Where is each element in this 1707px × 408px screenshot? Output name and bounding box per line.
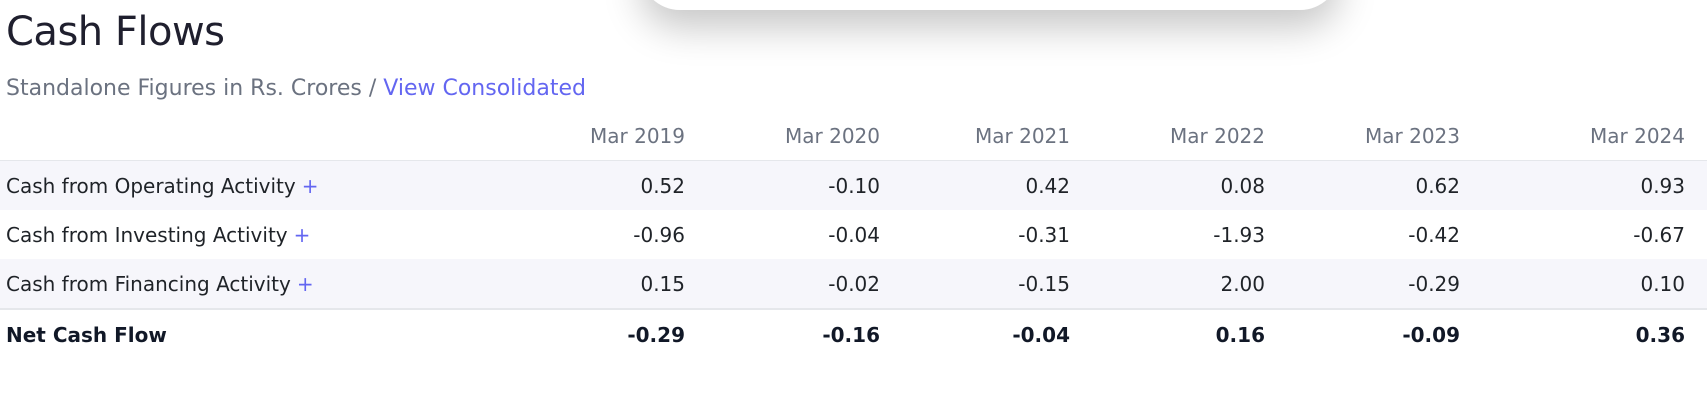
table-cell: 0.42 (900, 160, 1090, 210)
row-label[interactable]: Cash from Investing Activity + (0, 210, 520, 259)
table-row-financing: Cash from Financing Activity + 0.15 -0.02… (0, 259, 1707, 309)
page-title: Cash Flows (6, 9, 225, 55)
table-cell: -0.29 (520, 308, 705, 360)
table-cell: -0.02 (705, 259, 900, 309)
subtitle: Standalone Figures in Rs. Crores / View … (6, 74, 586, 104)
expand-plus-icon[interactable]: + (296, 271, 314, 296)
expand-plus-icon[interactable]: + (293, 222, 311, 247)
floating-panel-shadow (640, 0, 1340, 10)
table-cell: 0.52 (520, 160, 705, 210)
table-cell: 0.08 (1090, 160, 1285, 210)
table-cell: 0.15 (520, 259, 705, 309)
row-label[interactable]: Cash from Financing Activity + (0, 259, 520, 309)
table-cell: -0.31 (1018, 222, 1070, 247)
row-label[interactable]: Cash from Operating Activity + (0, 160, 520, 210)
view-consolidated-link[interactable]: View Consolidated (383, 76, 586, 101)
table-cell: -0.42 (1408, 222, 1460, 247)
table-row-operating: Cash from Operating Activity + 0.52 -0.10… (0, 160, 1707, 210)
column-header: Mar 2022 (1090, 112, 1285, 161)
column-header: Mar 2019 (520, 112, 705, 161)
table-header-row: Mar 2019 Mar 2020 Mar 2021 Mar 2022 Mar … (0, 112, 1707, 161)
table-cell: -0.29 (1285, 259, 1480, 309)
cash-flow-table: Mar 2019 Mar 2020 Mar 2021 Mar 2022 Mar … (0, 112, 1707, 360)
table-cell: 0.62 (1285, 160, 1480, 210)
table-cell: 0.36 (1480, 308, 1707, 360)
table-cell: -0.04 (828, 222, 880, 247)
row-label-text: Cash from Operating Activity (6, 173, 296, 198)
table-row-investing: Cash from Investing Activity + -0.96 -0.0… (0, 210, 1707, 259)
column-header: Mar 2023 (1285, 112, 1480, 161)
table-cell: -0.96 (633, 222, 685, 247)
column-header-label (0, 112, 520, 161)
column-header: Mar 2020 (705, 112, 900, 161)
table-cell: -1.93 (1213, 222, 1265, 247)
table-cell: -0.15 (900, 259, 1090, 309)
row-label: Net Cash Flow (0, 308, 520, 360)
subtitle-text: Standalone Figures in Rs. Crores / (6, 76, 384, 101)
table-cell: 0.16 (1090, 308, 1285, 360)
table-cell: -0.67 (1633, 222, 1685, 247)
row-label-text: Cash from Investing Activity (6, 222, 288, 247)
table-cell: 0.10 (1480, 259, 1707, 309)
table-cell: -0.09 (1285, 308, 1480, 360)
column-header: Mar 2024 (1480, 112, 1707, 161)
table-cell: 0.93 (1480, 160, 1707, 210)
table-row-net-cash-flow: Net Cash Flow -0.29 -0.16 -0.04 0.16 -0.… (0, 308, 1707, 360)
table-cell: -0.10 (705, 160, 900, 210)
column-header: Mar 2021 (900, 112, 1090, 161)
table-cell: 2.00 (1090, 259, 1285, 309)
table-cell: -0.16 (705, 308, 900, 360)
table-cell: -0.04 (900, 308, 1090, 360)
expand-plus-icon[interactable]: + (301, 173, 319, 198)
row-label-text: Cash from Financing Activity (6, 271, 291, 296)
